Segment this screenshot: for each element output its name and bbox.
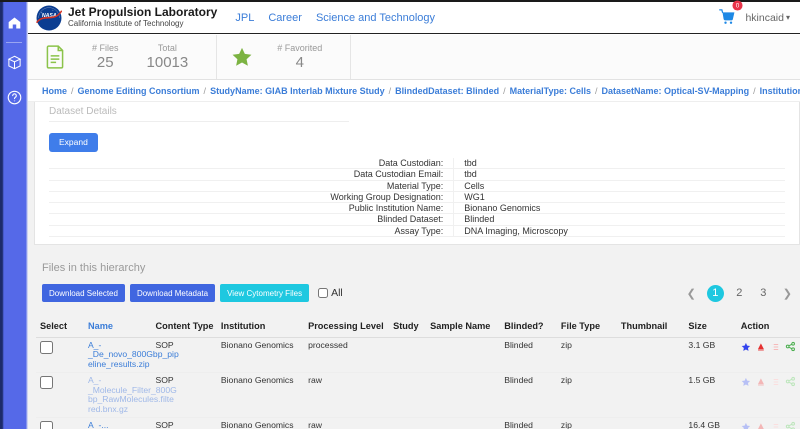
svg-text:0: 0 bbox=[736, 3, 740, 10]
